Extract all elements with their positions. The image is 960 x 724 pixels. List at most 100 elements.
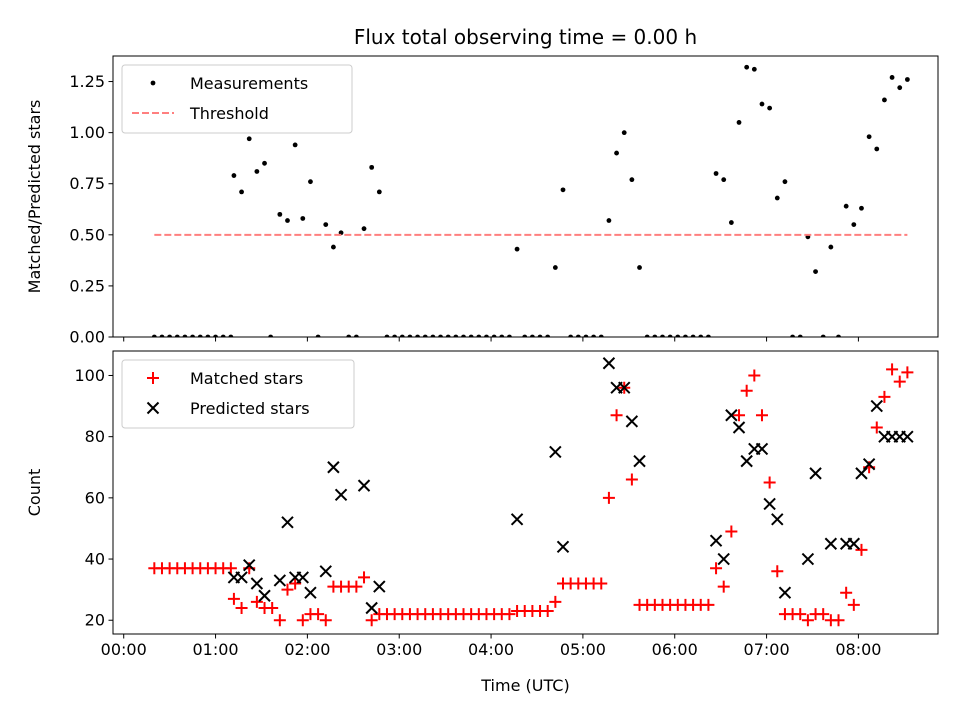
- predicted-stars-point: [258, 589, 271, 602]
- measurements-point: [300, 216, 306, 221]
- measurements-point: [652, 334, 658, 337]
- predicted-stars-point: [319, 565, 332, 578]
- predicted-stars-point: [510, 513, 524, 526]
- measurements-point: [392, 334, 398, 337]
- matched-stars-point: [801, 614, 814, 627]
- x-tick-label: 08:00: [835, 640, 881, 659]
- legend: Measurements Threshold: [121, 64, 353, 134]
- predicted-stars-point: [273, 574, 287, 587]
- measurements-point: [683, 334, 688, 337]
- predicted-stars-point: [618, 381, 631, 394]
- matched-stars-point: [296, 614, 309, 627]
- measurements-point: [813, 269, 818, 275]
- predicted-stars-point: [740, 454, 753, 468]
- measurements-point: [889, 75, 895, 80]
- matched-stars-point: [503, 608, 516, 621]
- matched-stars-point: [832, 614, 845, 627]
- measurements-point: [174, 334, 180, 337]
- measurements-point: [507, 334, 512, 337]
- matched-stars-point: [549, 595, 562, 608]
- y-tick-label: 1.25: [69, 72, 105, 91]
- measurements-point: [790, 334, 795, 337]
- matched-stars-point: [595, 577, 608, 590]
- measurements-point: [461, 334, 466, 337]
- plot-area: [148, 357, 914, 627]
- legend-swatch-predicted-stars: [146, 401, 160, 415]
- predicted-stars-point: [771, 513, 784, 526]
- measurements-point: [190, 334, 195, 337]
- predicted-stars-point: [901, 430, 914, 443]
- measurements-point: [751, 66, 757, 72]
- matched-stars-point: [266, 601, 279, 614]
- measurements-point: [774, 195, 780, 201]
- matched-stars-point: [273, 614, 286, 627]
- measurements-point: [182, 334, 188, 337]
- measurements-point: [629, 177, 635, 183]
- measurements-point: [453, 334, 459, 337]
- measurements-point: [843, 203, 849, 209]
- measurements-point: [285, 218, 290, 223]
- legend-label-matched-stars: Matched stars: [190, 369, 303, 388]
- measurements-point: [415, 334, 420, 337]
- measurements-point: [637, 265, 642, 270]
- predicted-stars-point: [334, 488, 348, 502]
- measurements-point: [713, 171, 719, 176]
- predicted-stars-point: [717, 552, 730, 566]
- measurements-point: [468, 334, 474, 337]
- predicted-stars-point: [725, 409, 738, 422]
- measurements-point: [268, 334, 274, 337]
- matched-stars-point: [224, 562, 237, 575]
- predicted-stars-point: [778, 586, 792, 599]
- matched-stars-point: [840, 586, 853, 599]
- matched-stars-point: [281, 583, 294, 596]
- predicted-stars-point: [847, 537, 861, 550]
- predicted-stars-point: [373, 580, 386, 593]
- measurements-point: [904, 77, 910, 82]
- measurements-point: [228, 334, 234, 337]
- measurements-point: [151, 334, 157, 337]
- matched-stars-point: [541, 605, 554, 618]
- measurements-point: [767, 105, 773, 111]
- measurements-point: [591, 334, 597, 337]
- predicted-stars-point: [602, 357, 616, 370]
- measurements-point: [744, 64, 750, 70]
- matched-stars-point: [794, 608, 807, 621]
- measurements-point: [353, 334, 359, 337]
- measurements-point: [430, 334, 436, 337]
- matched-stars-point: [740, 384, 753, 397]
- measurements-point: [407, 334, 413, 337]
- count-panel: 00:00 01:00 02:00 03:00 04:00 05:00 06:00 07:00…: [25, 350, 939, 695]
- x-tick-label: 05:00: [560, 640, 606, 659]
- predicted-stars-point: [304, 586, 317, 599]
- predicted-stars-point: [755, 442, 769, 456]
- predicted-stars-point: [250, 577, 264, 590]
- measurements-point: [759, 101, 765, 107]
- predicted-stars-point: [327, 461, 340, 474]
- predicted-stars-point: [235, 571, 248, 584]
- matched-stars-point: [893, 375, 906, 388]
- y-tick-label: 0.25: [69, 276, 105, 295]
- measurements-point: [315, 334, 321, 337]
- x-tick-label: 02:00: [284, 640, 330, 659]
- measurements-point: [369, 164, 375, 170]
- measurements-point: [575, 334, 581, 337]
- measurements-point: [552, 265, 558, 270]
- measurements-point: [859, 205, 864, 211]
- legend-swatch-matched-stars: [147, 372, 159, 384]
- predicted-stars-point: [296, 571, 310, 584]
- y-tick-label: 40: [85, 550, 105, 569]
- predicted-stars-point: [824, 537, 838, 550]
- x-tick-label: 01:00: [192, 640, 238, 659]
- matched-stars-point: [702, 598, 715, 611]
- measurements-point: [882, 97, 887, 103]
- legend-label-threshold: Threshold: [189, 104, 269, 123]
- x-tick-label: 03:00: [376, 640, 422, 659]
- predicted-stars-point: [549, 445, 562, 459]
- measurements-point: [422, 334, 428, 337]
- measurements-point: [292, 142, 298, 148]
- measurements-point: [897, 85, 903, 91]
- measurements-point: [197, 334, 203, 337]
- measurements-point: [667, 334, 673, 337]
- measurements-point: [159, 334, 165, 337]
- y-tick-label: 0.75: [69, 174, 105, 193]
